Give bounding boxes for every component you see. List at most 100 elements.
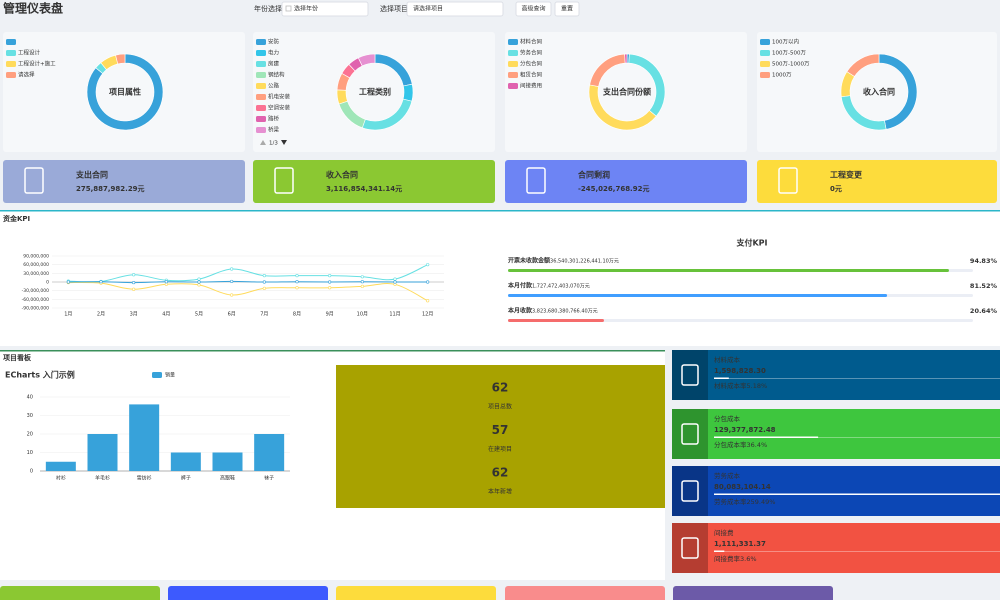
line-point bbox=[360, 275, 364, 279]
bottom-card bbox=[0, 586, 160, 600]
legend-swatch bbox=[256, 72, 266, 78]
summary-box bbox=[336, 365, 665, 508]
line-point bbox=[197, 277, 201, 281]
line-point bbox=[132, 273, 136, 277]
legend-swatch bbox=[6, 50, 16, 56]
line-point bbox=[262, 274, 266, 278]
y-tick-label: 30 bbox=[27, 413, 33, 419]
line-point bbox=[230, 267, 234, 271]
summary-number: 62 bbox=[492, 466, 509, 480]
legend-label: 1000万 bbox=[772, 72, 792, 79]
y-tick-label: 90,000,000 bbox=[23, 254, 49, 260]
donut-segment bbox=[115, 53, 126, 65]
legend-swatch bbox=[256, 94, 266, 100]
legend-swatch bbox=[508, 72, 518, 78]
legend-swatch bbox=[760, 39, 770, 45]
pay-kpi-label: 本月收款 bbox=[508, 307, 533, 315]
legend-label: 工程设计 bbox=[18, 49, 41, 57]
stat-value: 275,887,982.29元 bbox=[76, 185, 145, 193]
search-button-text: 高级查询 bbox=[521, 5, 545, 13]
legend-swatch bbox=[6, 72, 16, 78]
cost-track bbox=[714, 378, 1000, 379]
stat-icon bbox=[526, 167, 546, 194]
stat-card bbox=[505, 160, 747, 203]
legend-label: 100万-500万 bbox=[772, 50, 806, 57]
y-tick-label: -30,000,000 bbox=[22, 288, 50, 294]
legend-label: 工程设计+施工 bbox=[18, 60, 56, 68]
cost-icon-bg bbox=[672, 523, 708, 573]
cost-rate-bar bbox=[714, 377, 729, 379]
line-point bbox=[164, 282, 168, 286]
stat-title: 支出合同 bbox=[75, 170, 108, 180]
cost-amount: 1,111,331.37 bbox=[714, 540, 766, 548]
line-point bbox=[262, 286, 266, 290]
legend-swatch bbox=[256, 39, 266, 45]
x-tick-label: 裤子 bbox=[181, 475, 191, 482]
legend-swatch bbox=[508, 83, 518, 89]
cost-icon bbox=[681, 537, 699, 559]
donut-segment bbox=[402, 83, 414, 102]
cost-icon bbox=[681, 364, 699, 386]
x-tick-label: 8月 bbox=[293, 312, 301, 318]
progress-track bbox=[508, 319, 973, 322]
line-point bbox=[99, 280, 103, 284]
cost-icon bbox=[681, 423, 699, 445]
project-input[interactable] bbox=[406, 1, 504, 17]
line-point bbox=[132, 287, 136, 291]
x-tick-label: 高跟鞋 bbox=[220, 475, 235, 482]
pay-kpi-percent: 81.52% bbox=[970, 282, 998, 290]
project-label: 选择项目 bbox=[380, 4, 408, 13]
legend-swatch bbox=[256, 127, 266, 133]
legend-swatch bbox=[760, 72, 770, 78]
pager-prev[interactable] bbox=[260, 140, 266, 145]
legend-swatch bbox=[256, 83, 266, 89]
cost-title: 材料成本 bbox=[714, 355, 741, 364]
cost-rate-label: 间接费率3.6% bbox=[714, 554, 757, 563]
donut-center-label: 收入合同 bbox=[863, 87, 895, 97]
legend-label: 销量 bbox=[165, 372, 175, 379]
year-placeholder: 选择年份 bbox=[294, 5, 318, 13]
legend-swatch bbox=[256, 105, 266, 111]
year-input[interactable] bbox=[281, 1, 369, 17]
line-point bbox=[230, 293, 234, 297]
pager-next[interactable] bbox=[281, 140, 287, 145]
cost-title: 分包成本 bbox=[714, 414, 741, 423]
bar bbox=[87, 434, 118, 471]
summary-label: 在建项目 bbox=[488, 445, 512, 453]
y-tick-label: 40 bbox=[27, 395, 33, 401]
legend-swatch bbox=[6, 39, 16, 45]
stat-value: -245,026,768.92元 bbox=[578, 185, 649, 193]
reset-button[interactable] bbox=[554, 1, 580, 17]
legend-label: 间接费用 bbox=[520, 82, 542, 90]
donut-segment bbox=[336, 89, 348, 105]
bar bbox=[212, 452, 243, 471]
cost-bar-clip bbox=[714, 550, 725, 552]
legend-label: 安防 bbox=[268, 38, 280, 46]
stat-title: 合同剩润 bbox=[577, 170, 610, 180]
pay-kpi-amount: 1,727,472,403,070万元 bbox=[532, 284, 590, 290]
bottom-card bbox=[336, 586, 496, 600]
search-button[interactable] bbox=[515, 1, 552, 17]
legend-swatch bbox=[256, 116, 266, 122]
donut-center-label: 支出合同份额 bbox=[602, 87, 651, 97]
y-tick-label: 0 bbox=[46, 280, 49, 286]
pager-text: 1/3 bbox=[269, 141, 278, 147]
x-tick-label: 4月 bbox=[162, 312, 170, 318]
legend-swatch bbox=[256, 61, 266, 67]
calendar-icon bbox=[285, 5, 292, 12]
donut-card bbox=[253, 32, 495, 152]
legend-swatch bbox=[508, 39, 518, 45]
summary-label: 本年新增 bbox=[488, 488, 512, 496]
summary-number: 62 bbox=[492, 381, 509, 395]
x-tick-label: 3月 bbox=[130, 312, 138, 318]
cost-rate-label: 分包成本率36.4% bbox=[714, 440, 767, 449]
y-tick-label: 60,000,000 bbox=[23, 262, 49, 268]
legend-swatch bbox=[760, 50, 770, 56]
legend-swatch bbox=[508, 61, 518, 67]
bar bbox=[45, 461, 76, 471]
bottom-card bbox=[673, 586, 833, 600]
donut-segment bbox=[846, 53, 880, 77]
line-point bbox=[328, 286, 332, 290]
cost-rate-label: 劳务成本率259.49% bbox=[714, 497, 775, 506]
